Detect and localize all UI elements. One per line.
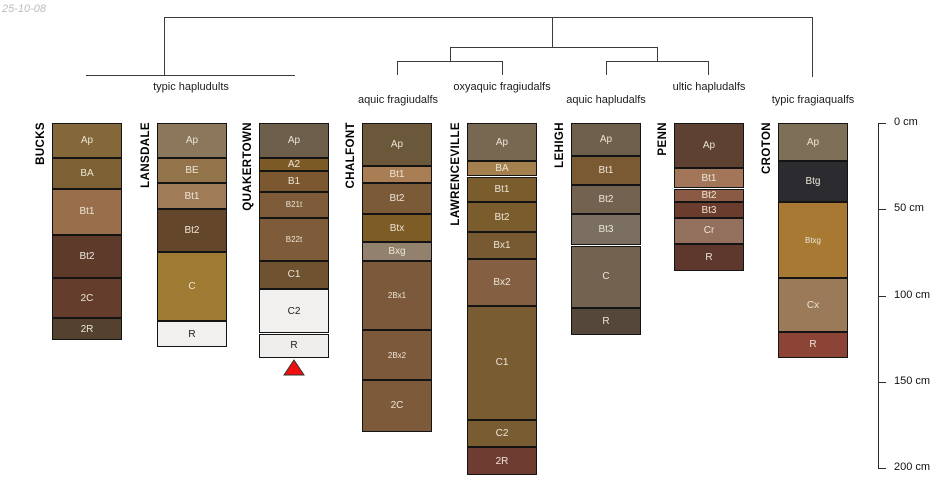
dendrogram-line-3: [552, 17, 553, 47]
depth-tick-0: [878, 123, 886, 124]
horizon-quakertown-b1: B1: [259, 171, 329, 192]
horizon-quakertown-b22t: B22t: [259, 217, 329, 261]
dendrogram-line-0: [164, 17, 812, 18]
horizon-chalfont-bt1: Bt1: [362, 166, 432, 184]
horizon-penn-bt2: Bt2: [674, 188, 744, 203]
horizon-bucks-2c: 2C: [52, 278, 122, 318]
series-label-chalfont: CHALFONT: [345, 122, 357, 189]
series-label-penn: PENN: [657, 122, 669, 156]
horizon-penn-r: R: [674, 243, 744, 272]
horizon-lansdale-r: R: [157, 321, 227, 348]
horizon-croton-btg: Btg: [778, 160, 848, 203]
dendrogram-line-13: [812, 17, 813, 77]
depth-tick-100: [878, 295, 886, 297]
horizon-penn-bt3: Bt3: [674, 202, 744, 218]
depth-tick-label-200: 200 cm: [894, 461, 931, 473]
horizon-chalfont-2c: 2C: [362, 380, 432, 432]
horizon-penn-bt1: Bt1: [674, 167, 744, 189]
horizon-quakertown-a2: A2: [259, 157, 329, 172]
horizon-quakertown-ap: Ap: [259, 123, 329, 158]
horizon-chalfont-2bx1: 2Bx1: [362, 261, 432, 330]
horizon-lawrenceville-ba: BA: [467, 160, 537, 177]
horizon-chalfont-bt2: Bt2: [362, 183, 432, 215]
horizon-lehigh-ap: Ap: [571, 123, 641, 156]
dendrogram-line-9: [657, 47, 658, 61]
horizon-bucks-ap: Ap: [52, 123, 122, 158]
marker-triangle-icon: [283, 358, 305, 376]
horizon-bucks-2r: 2R: [52, 317, 122, 341]
subgroup-label-oxyaquic-fragiudalfs: oxyaquic fragiudalfs: [453, 81, 551, 93]
horizon-croton-r: R: [778, 331, 848, 358]
horizon-quakertown-r: R: [259, 333, 329, 358]
horizon-chalfont-2bx2: 2Bx2: [362, 330, 432, 380]
horizon-bucks-bt2: Bt2: [52, 235, 122, 279]
depth-tick-label-50: 50 cm: [894, 202, 924, 215]
horizon-lawrenceville-bx2: Bx2: [467, 259, 537, 306]
depth-tick-label-100: 100 cm: [894, 288, 931, 301]
depth-tick-150: [878, 381, 886, 383]
horizon-penn-cr: Cr: [674, 217, 744, 244]
horizon-croton-cx: Cx: [778, 278, 848, 332]
subgroup-label-typic-fragiaqualfs: typic fragiaqualfs: [771, 94, 855, 106]
horizon-bucks-ba: BA: [52, 157, 122, 189]
series-label-lawrenceville: LAWRENCEVILLE: [450, 122, 462, 226]
horizon-lansdale-be: BE: [157, 157, 227, 184]
horizon-lansdale-bt1: Bt1: [157, 183, 227, 210]
horizon-quakertown-b21t: B21t: [259, 192, 329, 218]
horizon-lawrenceville-2r: 2R: [467, 447, 537, 475]
horizon-lawrenceville-ap: Ap: [467, 123, 537, 161]
depth-tick-200: [878, 468, 886, 469]
series-label-lansdale: LANSDALE: [140, 122, 152, 188]
horizon-penn-ap: Ap: [674, 123, 744, 168]
horizon-lansdale-bt2: Bt2: [157, 209, 227, 253]
horizon-lehigh-r: R: [571, 307, 641, 336]
horizon-lansdale-ap: Ap: [157, 123, 227, 158]
horizon-quakertown-c1: C1: [259, 261, 329, 289]
horizon-chalfont-ap: Ap: [362, 123, 432, 167]
depth-tick-label-150: 150 cm: [894, 374, 931, 387]
dendrogram-line-5: [450, 47, 451, 61]
horizon-croton-btxg: Btxg: [778, 202, 848, 279]
horizon-lawrenceville-c1: C1: [467, 305, 537, 420]
series-label-croton: CROTON: [761, 122, 773, 175]
depth-tick-50: [878, 209, 886, 211]
horizon-chalfont-btx: Btx: [362, 214, 432, 242]
dendrogram-line-10: [606, 61, 708, 62]
horizon-lawrenceville-bt2: Bt2: [467, 202, 537, 232]
dendrogram-line-2: [86, 75, 295, 76]
timestamp: 25-10-08: [2, 3, 47, 15]
horizon-lawrenceville-bt1: Bt1: [467, 176, 537, 203]
depth-tick-label-0: 0 cm: [894, 116, 918, 128]
horizon-croton-ap: Ap: [778, 123, 848, 161]
series-label-quakertown: QUAKERTOWN: [242, 122, 254, 211]
horizon-lansdale-c: C: [157, 252, 227, 322]
subgroup-label-typic-hapludults: typic hapludults: [153, 81, 229, 93]
horizon-lawrenceville-c2: C2: [467, 419, 537, 448]
dendrogram-line-1: [164, 17, 165, 75]
dendrogram-line-8: [502, 61, 503, 75]
horizon-lehigh-bt2: Bt2: [571, 185, 641, 215]
horizon-bucks-bt1: Bt1: [52, 188, 122, 236]
horizon-quakertown-c2: C2: [259, 288, 329, 334]
horizon-lehigh-bt1: Bt1: [571, 155, 641, 186]
series-label-bucks: BUCKS: [35, 122, 47, 165]
subgroup-label-aquic-hapludalfs: aquic hapludalfs: [566, 94, 646, 106]
horizon-lehigh-bt3: Bt3: [571, 214, 641, 246]
subgroup-label-aquic-fragiudalfs: aquic fragiudalfs: [357, 94, 439, 106]
horizon-lawrenceville-bx1: Bx1: [467, 231, 537, 260]
dendrogram-line-4: [450, 47, 657, 48]
horizon-chalfont-bxg: Bxg: [362, 242, 432, 261]
dendrogram-line-12: [708, 61, 709, 75]
dendrogram-line-11: [606, 61, 607, 75]
dendrogram-line-6: [397, 61, 502, 62]
series-label-lehigh: LEHIGH: [554, 122, 566, 168]
dendrogram-line-7: [397, 61, 398, 75]
subgroup-label-ultic-hapludalfs: ultic hapludalfs: [672, 81, 746, 93]
horizon-lehigh-c: C: [571, 245, 641, 308]
